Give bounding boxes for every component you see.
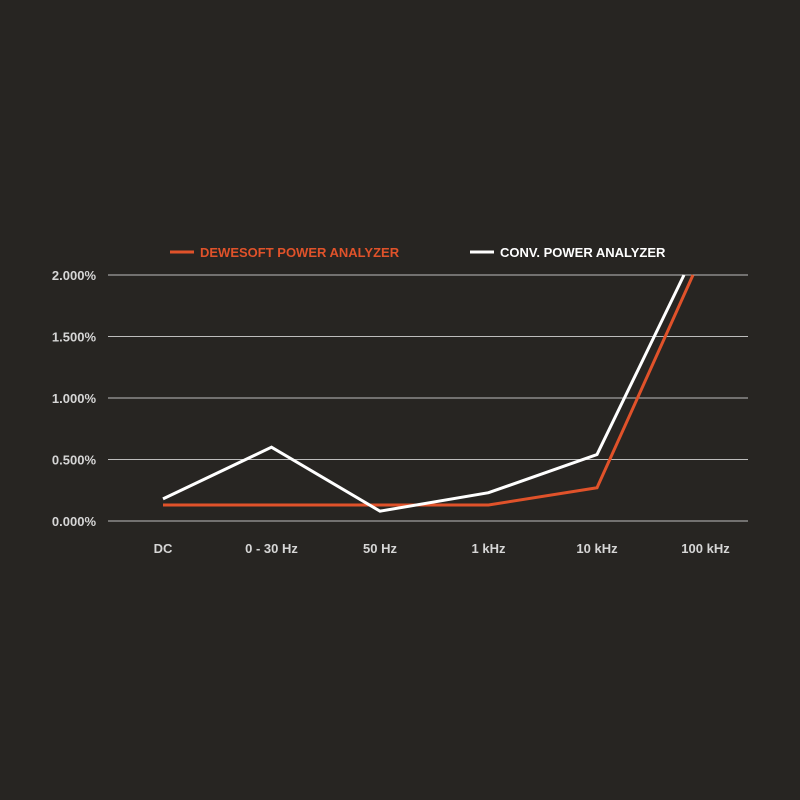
x-tick-label: 100 kHz bbox=[681, 541, 730, 556]
x-axis-tick-labels: DC 0 - 30 Hz 50 Hz 1 kHz 10 kHz 100 kHz bbox=[154, 541, 731, 556]
series-lines bbox=[162, 274, 695, 513]
series-line-conv bbox=[162, 274, 686, 513]
x-tick-label: 10 kHz bbox=[576, 541, 618, 556]
x-tick-label: 50 Hz bbox=[363, 541, 397, 556]
x-tick-label: DC bbox=[154, 541, 173, 556]
y-tick-label: 0.000% bbox=[52, 514, 97, 529]
y-axis-tick-labels: 0.000% 0.500% 1.000% 1.500% 2.000% bbox=[52, 268, 97, 529]
y-tick-label: 2.000% bbox=[52, 268, 97, 283]
y-tick-label: 1.000% bbox=[52, 391, 97, 406]
legend-label-conv: CONV. POWER ANALYZER bbox=[500, 245, 666, 260]
series-line-dewesoft bbox=[163, 274, 695, 507]
legend: DEWESOFT POWER ANALYZER CONV. POWER ANAL… bbox=[170, 245, 666, 260]
legend-label-dewesoft: DEWESOFT POWER ANALYZER bbox=[200, 245, 400, 260]
y-tick-label: 0.500% bbox=[52, 453, 97, 468]
x-tick-label: 0 - 30 Hz bbox=[245, 541, 298, 556]
x-tick-label: 1 kHz bbox=[472, 541, 506, 556]
y-tick-label: 1.500% bbox=[52, 330, 97, 345]
gridlines bbox=[108, 274, 748, 522]
